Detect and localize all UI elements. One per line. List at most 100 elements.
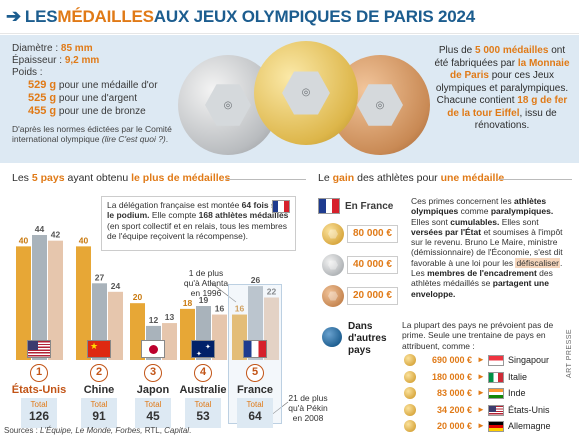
weight-gold: 529 g pour une médaille d'or xyxy=(12,79,182,92)
text: Elles sont xyxy=(499,216,539,227)
usa-flag-icon xyxy=(27,340,51,358)
thickness: Épaisseur : 9,2 mm xyxy=(12,55,182,67)
bar-argent xyxy=(32,235,47,360)
divider xyxy=(226,179,306,180)
weight-text: pour une médaille d'or xyxy=(56,80,158,91)
bar-value-label: 24 xyxy=(111,281,121,291)
coin-icon xyxy=(404,370,416,383)
rank-badge: 5 xyxy=(246,364,264,382)
arrow-icon: ► xyxy=(477,388,485,397)
title-accent: MÉDAILLES xyxy=(57,6,154,26)
diameter-label: Diamètre : xyxy=(12,43,61,54)
text: . xyxy=(189,426,192,435)
weight-value: 455 g xyxy=(28,105,57,117)
note-text: D'après les normes édictées par le Comit… xyxy=(12,124,172,144)
weight-value: 529 g xyxy=(28,79,57,91)
title-part: LES xyxy=(24,6,58,26)
bonus-explanation: Ces primes concernent les athlètes olymp… xyxy=(411,196,571,299)
text-accent: gain xyxy=(332,172,355,184)
text-accent: la Monnaie de Paris xyxy=(450,57,570,82)
france-flag-icon xyxy=(272,200,290,213)
country-name: Italie xyxy=(508,371,528,382)
france-delegation-note: La délégation française est montée 64 fo… xyxy=(101,196,296,251)
weight-label: Poids : xyxy=(12,67,43,78)
bonus-amount: 180 000 € xyxy=(431,371,472,382)
india-flag-icon xyxy=(488,388,504,399)
ioc-note: D'après les normes édictées par le Comit… xyxy=(12,124,182,144)
rank-badge: 4 xyxy=(194,364,212,382)
text-bold: versées par l'État xyxy=(411,226,482,237)
text: des athlètes pour xyxy=(354,172,441,184)
japan-flag-icon xyxy=(141,340,165,358)
other-countries-label: Dans d'autres pays xyxy=(348,321,387,356)
bonus-amount: 690 000 € xyxy=(431,355,472,365)
france-flag-icon xyxy=(318,198,340,214)
bar-value-label: 18 xyxy=(183,298,193,308)
country-label: France xyxy=(236,384,274,396)
bar-value-label: 19 xyxy=(199,295,209,305)
rank-badge: 1 xyxy=(30,364,48,382)
diameter-value: 85 mm xyxy=(60,43,93,54)
text: des athlètes médaillés se xyxy=(411,268,553,289)
total-box: Total 45 xyxy=(135,398,171,428)
bar-value-label: 26 xyxy=(251,275,261,285)
text-accent: une médaille xyxy=(440,172,505,184)
prize-gold: 80 000 € xyxy=(347,225,398,243)
bar-value-label: 20 xyxy=(133,292,143,302)
weight-text: pour une d'argent xyxy=(56,93,137,104)
text: Sources : xyxy=(4,426,41,435)
bar-bronze xyxy=(212,314,227,360)
credit: ART PRESSE xyxy=(566,328,573,378)
total-label: Total xyxy=(90,400,108,409)
country-name: Allemagne xyxy=(508,421,551,431)
coin-icon xyxy=(404,387,416,399)
coin-icon xyxy=(404,403,416,416)
bar-value-label: 42 xyxy=(51,230,61,240)
gold-medal-icon: ◎ xyxy=(254,41,358,145)
text: Elles sont xyxy=(411,216,451,227)
rank-badge: 3 xyxy=(144,364,162,382)
sources: Sources : L'Équipe, Le Monde, Forbes, RT… xyxy=(4,426,191,435)
total-label: Total xyxy=(246,400,264,409)
text-bold: 64 fois sur le podium. xyxy=(107,200,285,221)
thickness-label: Épaisseur : xyxy=(12,55,65,66)
bar-or xyxy=(76,246,91,360)
country-label: Japon xyxy=(136,384,170,396)
text: comme xyxy=(458,206,491,217)
bar-value-label: 40 xyxy=(19,235,29,245)
divider xyxy=(498,179,572,180)
france-flag-icon xyxy=(243,340,267,358)
page-header: ➔ LES MÉDAILLES AUX JEUX OLYMPIQUES DE P… xyxy=(0,0,579,34)
text: pour ces Jeux olympiques et paralympique… xyxy=(435,70,569,106)
medal-images: ◎ ◎ ◎ xyxy=(178,41,430,159)
france-header: En France xyxy=(318,198,393,214)
total-box: Total 126 xyxy=(21,398,57,428)
text-italic: Capital xyxy=(164,426,190,435)
country-label: Australie xyxy=(179,384,227,396)
text: RTL, xyxy=(142,426,165,435)
text: Le xyxy=(318,172,333,184)
bonus-amount: 34 200 € xyxy=(436,404,472,415)
total-box: Total 53 xyxy=(185,398,221,428)
total-box: Total 91 xyxy=(81,398,117,428)
connector-line xyxy=(269,401,289,417)
text: et soumises à l'impôt sur le revenu. Bru… xyxy=(411,226,563,268)
production-note: Plus de 5 000 médailles ont été fabriqué… xyxy=(432,45,572,133)
text-italic: L'Équipe, Le Monde, Forbes, xyxy=(40,426,143,435)
total-label: Total xyxy=(194,400,212,409)
text-accent: le plus de médailles xyxy=(131,172,231,184)
text: Plus de xyxy=(438,45,476,56)
coin-icon xyxy=(404,354,416,366)
text: (en sport collectif et en relais, tous l… xyxy=(107,220,287,242)
country-name: Singapour xyxy=(508,355,550,365)
bonus-amount: 20 000 € xyxy=(436,421,472,431)
total-value: 45 xyxy=(146,409,160,423)
arrow-icon: ► xyxy=(477,371,485,381)
bar-value-label: 40 xyxy=(79,235,89,245)
text-bold: partagent une enveloppe. xyxy=(411,278,549,299)
weight-text: pour une de bronze xyxy=(56,106,146,117)
bar-value-label: 27 xyxy=(95,272,105,282)
germany-flag-icon xyxy=(488,421,504,432)
country-name: États-Unis xyxy=(508,404,550,415)
